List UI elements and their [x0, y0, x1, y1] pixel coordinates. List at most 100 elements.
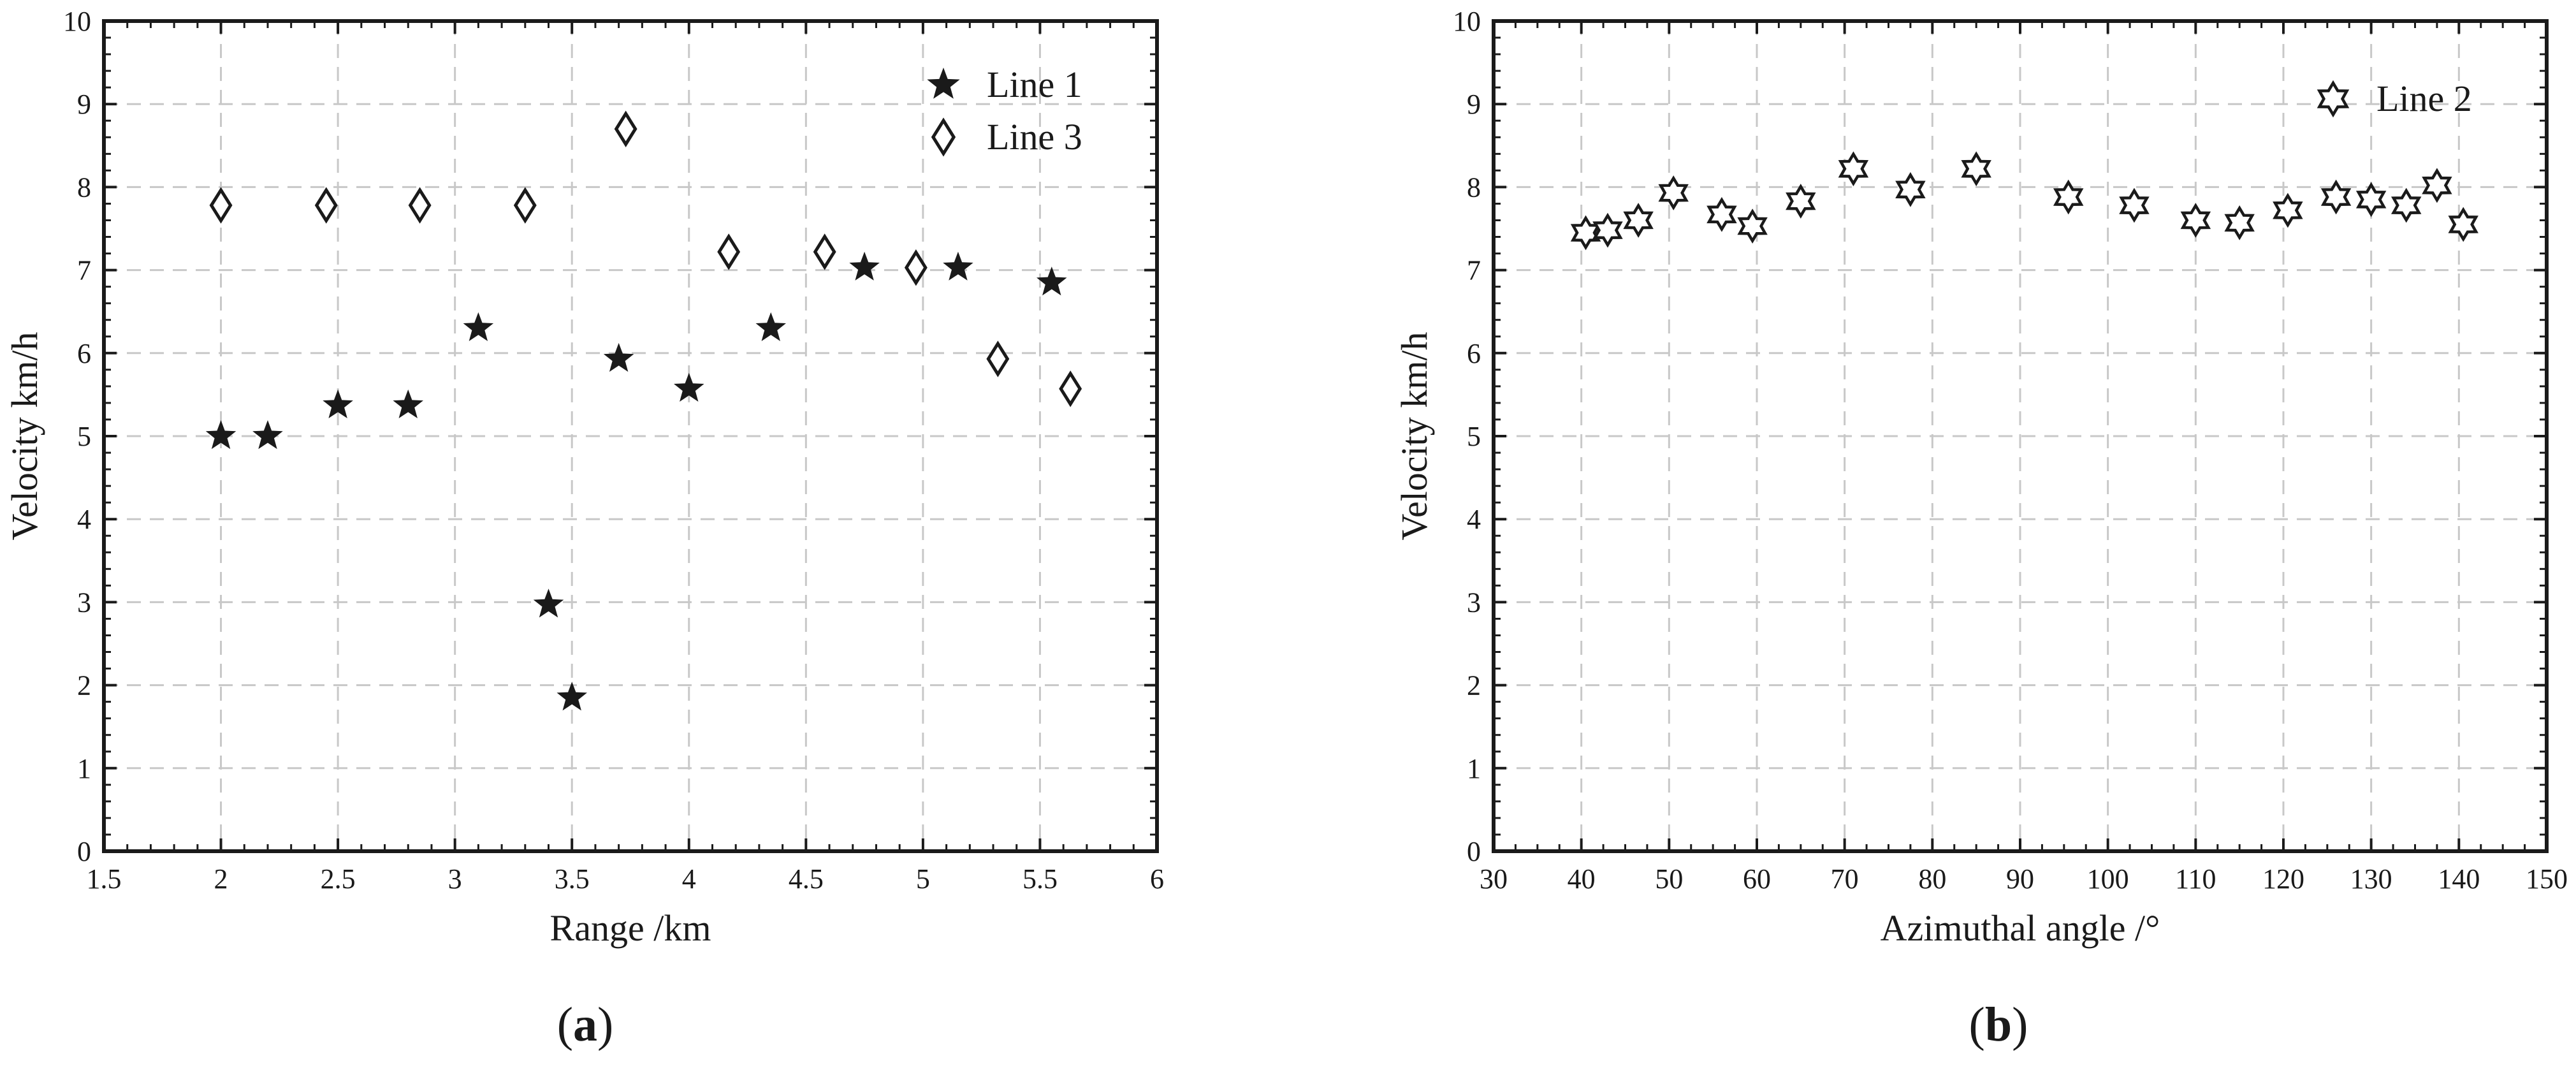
panel-a-x-tick-label: 2.5	[321, 863, 356, 895]
panel-a-series-1-point	[813, 233, 836, 270]
panel-b-x-tick-label: 140	[2438, 863, 2480, 895]
panel-b-y-tick-label: 7	[1467, 255, 1481, 286]
panel-a-x-tick-label: 4	[682, 863, 696, 895]
panel-a-x-tick-label: 4.5	[789, 863, 824, 895]
panel-b-y-tick-label: 0	[1467, 836, 1481, 867]
panel-b-series-0	[1570, 151, 2478, 251]
panel-a-series-1-point	[209, 187, 233, 224]
panel-a-caption-label: a	[573, 998, 597, 1051]
panel-b-x-tick-label: 80	[1918, 863, 1946, 895]
panel-a-x-axis-title: Range /km	[550, 907, 711, 949]
panel-b-series-0-point	[2224, 205, 2255, 240]
panel-a-series-1-point	[513, 187, 537, 224]
panel-b-series-0-point	[1838, 151, 1869, 187]
panel-a-y-tick-label: 8	[77, 172, 91, 203]
panel-b-y-axis-title: Velocity km/h	[1394, 332, 1435, 540]
panel-b-series-0-point	[1658, 175, 1689, 210]
panel-a-legend-label-1: Line 3	[987, 116, 1082, 157]
panel-a-series-0-point	[603, 342, 634, 372]
panel-a-x-tick-label: 6	[1150, 863, 1164, 895]
panel-a-x-tick-label: 3.5	[555, 863, 590, 895]
panel-a-y-tick-label: 5	[77, 421, 91, 452]
panel-b-y-tick-label: 5	[1467, 421, 1481, 452]
panel-a-series-0-point	[943, 251, 973, 281]
panel-b-y-tick-label: 8	[1467, 172, 1481, 203]
panel-b-legend-marker-0	[2317, 80, 2350, 118]
panel-b-series-0-point	[2391, 187, 2422, 223]
panel-a: 1.5 2 2.5 3 3.5 4 4.5 5 5.5 6 0 1 2 3 4 5 6 7 8 9 10 Range /k…	[4, 6, 1164, 1051]
panel-b-x-axis-title: Azimuthal angle /°	[1881, 907, 2160, 949]
panel-b-series-0-point	[1961, 151, 1991, 187]
panel-a-series-0-point	[1037, 267, 1067, 296]
panel-b-ticks	[1492, 20, 2548, 852]
panel-a-caption-open-paren: (	[557, 998, 573, 1051]
panel-b-series-0-point	[1737, 208, 1768, 244]
panel-b-x-tick-label: 90	[2006, 863, 2034, 895]
panel-a-y-tick-label: 0	[77, 836, 91, 867]
panel-a-series-0-point	[205, 420, 236, 450]
panel-b-x-tick-label: 60	[1743, 863, 1771, 895]
panel-b-series-0-point	[1895, 172, 1926, 207]
panel-b-series-0-point	[2273, 193, 2303, 228]
panel-b-x-tick-label: 130	[2350, 863, 2392, 895]
panel-a-y-tick-label: 2	[77, 670, 91, 701]
panel-a-y-tick-label: 10	[63, 6, 91, 37]
panel-a-series-1-point	[614, 110, 637, 147]
panel-b-x-tick-label: 40	[1568, 863, 1596, 895]
panel-b-y-tick-label: 3	[1467, 587, 1481, 618]
panel-a-series-0	[205, 251, 1067, 711]
panel-a-legend: Line 1 Line 3	[927, 64, 1082, 157]
panel-a-series-0-point	[252, 420, 283, 450]
panel-a-y-tick-label: 6	[77, 338, 91, 369]
panel-b-y-tick-label: 2	[1467, 670, 1481, 701]
panel-a-x-tick-label: 5.5	[1022, 863, 1058, 895]
panel-b-x-tick-label: 100	[2087, 863, 2129, 895]
panel-a-y-tick-label: 3	[77, 587, 91, 618]
panel-a-y-tick-label: 9	[77, 89, 91, 120]
panel-b-series-0-point	[2320, 179, 2352, 215]
panel-b-x-tick-label: 120	[2262, 863, 2304, 895]
panel-b-series-0-point	[2422, 168, 2452, 203]
panel-b-y-tick-label: 9	[1467, 89, 1481, 120]
panel-a-x-tick-label: 3	[448, 863, 462, 895]
panel-b-series-0-point	[2355, 182, 2387, 217]
panel-a-legend-label-0: Line 1	[987, 64, 1082, 105]
panel-a-series-0-point	[323, 389, 353, 419]
panel-a-legend-marker-0	[927, 68, 960, 99]
panel-a-series-1-point	[717, 233, 741, 270]
panel-a-caption: (a)	[557, 998, 614, 1051]
panel-a-series-0-point	[463, 312, 494, 341]
panel-b-caption-open-paren: (	[1969, 998, 1985, 1051]
panel-a-series-1-point	[1059, 370, 1082, 407]
panel-a-y-tick-label: 1	[77, 753, 91, 784]
panel-b-series-0-point	[1592, 212, 1623, 248]
panel-b-legend-label-0: Line 2	[2376, 78, 2472, 119]
panel-b-series-0-point	[2180, 203, 2211, 238]
panel-a-series-1-point	[986, 340, 1010, 377]
panel-b-x-tick-label: 150	[2526, 863, 2568, 895]
panel-a-x-tick-label: 1.5	[87, 863, 122, 895]
panel-a-grid	[104, 21, 1157, 851]
panel-a-x-tick-label: 2	[214, 863, 228, 895]
panel-a-x-tick-label: 5	[916, 863, 930, 895]
panel-a-series-0-point	[533, 589, 564, 618]
panel-b-y-tick-label: 10	[1453, 6, 1481, 37]
panel-a-series-1-point	[904, 249, 928, 286]
panel-b-legend: Line 2	[2317, 78, 2472, 119]
panel-b-y-tick-label: 1	[1467, 753, 1481, 784]
panel-a-legend-marker-1	[931, 117, 956, 157]
panel-b-x-tick-label: 110	[2175, 863, 2216, 895]
panel-a-caption-close-paren: )	[597, 998, 613, 1051]
panel-b-series-0-point	[1623, 203, 1654, 238]
panel-b-y-tick-label: 6	[1467, 338, 1481, 369]
panel-a-series-0-point	[393, 389, 424, 419]
panel-b-y-tick-label: 4	[1467, 504, 1481, 535]
panel-a-series-1-point	[314, 187, 338, 224]
panel-a-ticks	[103, 20, 1158, 852]
panel-a-y-axis-title: Velocity km/h	[4, 332, 45, 540]
panel-a-series-0-point	[849, 251, 880, 281]
panel-b-series-0-point	[2119, 187, 2150, 223]
panel-b-series-0-point	[2053, 179, 2084, 215]
panel-b-grid	[1494, 21, 2547, 851]
panel-a-y-tick-label: 7	[77, 255, 91, 286]
